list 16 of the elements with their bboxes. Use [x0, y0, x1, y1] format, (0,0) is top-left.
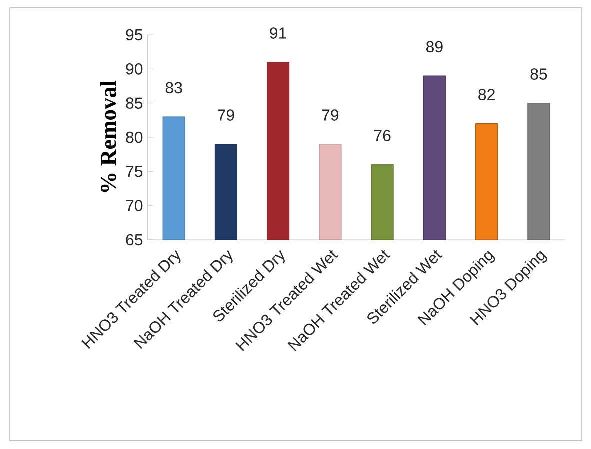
data-label: 82 [478, 89, 495, 100]
y-tick-label: 65 [126, 234, 143, 246]
data-label: 91 [270, 28, 286, 39]
y-tick-label: 95 [126, 29, 143, 41]
data-label: 76 [374, 130, 391, 142]
data-label: 89 [426, 41, 443, 53]
data-label: 79 [218, 110, 234, 121]
y-tick-label: 85 [126, 98, 143, 109]
data-label: 83 [166, 82, 182, 94]
y-tick-label: 90 [126, 64, 143, 75]
data-label: 85 [530, 68, 548, 80]
y-axis-title: % Removal [100, 80, 116, 192]
y-tick-label: 80 [126, 132, 143, 144]
y-tick-label: 75 [126, 166, 143, 178]
data-label: 79 [322, 110, 339, 121]
y-tick-label: 70 [126, 200, 143, 212]
